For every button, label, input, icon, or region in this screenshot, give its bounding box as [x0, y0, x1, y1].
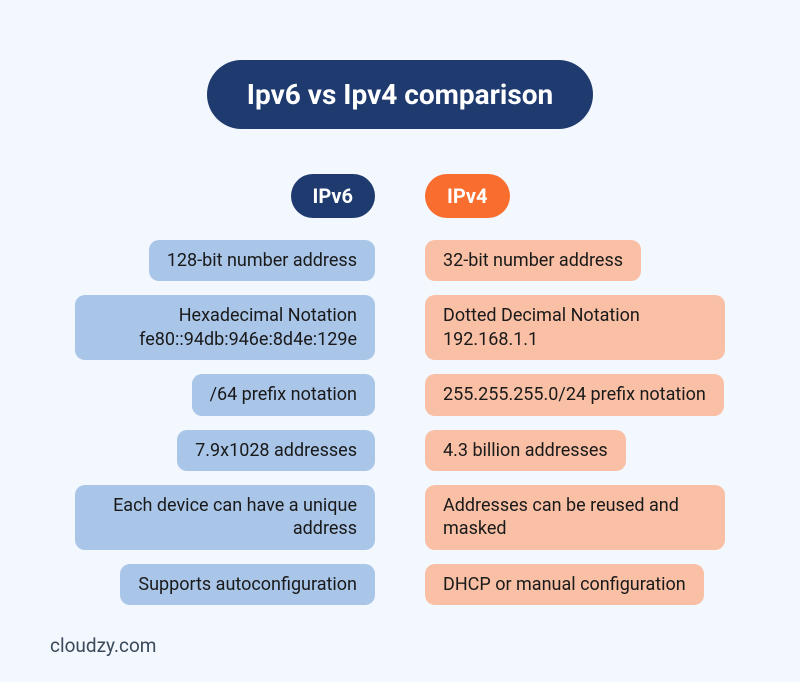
- ipv4-header: IPv4: [425, 174, 510, 218]
- comparison-infographic: Ipv6 vs Ipv4 comparison IPv6 128-bit num…: [0, 0, 800, 619]
- ipv4-item: 255.255.255.0/24 prefix notation: [425, 374, 724, 415]
- ipv4-item: Dotted Decimal Notation 192.168.1.1: [425, 295, 725, 360]
- ipv4-column: IPv4 32-bit number address Dotted Decima…: [425, 174, 725, 619]
- ipv4-item: 4.3 billion addresses: [425, 430, 626, 471]
- ipv6-item: Each device can have a unique address: [75, 485, 375, 550]
- ipv4-item: 32-bit number address: [425, 240, 641, 281]
- ipv4-item: DHCP or manual configuration: [425, 564, 704, 605]
- footer-attribution: cloudzy.com: [50, 634, 156, 657]
- ipv4-item: Addresses can be reused and masked: [425, 485, 725, 550]
- ipv6-item: Supports autoconfiguration: [120, 564, 375, 605]
- comparison-columns: IPv6 128-bit number address Hexadecimal …: [50, 174, 750, 619]
- ipv6-column: IPv6 128-bit number address Hexadecimal …: [75, 174, 375, 619]
- ipv6-header: IPv6: [291, 174, 376, 218]
- ipv6-item: 7.9x1028 addresses: [177, 430, 375, 471]
- ipv6-item: Hexadecimal Notation fe80::94db:946e:8d4…: [75, 295, 375, 360]
- ipv6-item: 128-bit number address: [149, 240, 375, 281]
- page-title: Ipv6 vs Ipv4 comparison: [207, 60, 593, 129]
- ipv6-item: /64 prefix notation: [192, 374, 375, 415]
